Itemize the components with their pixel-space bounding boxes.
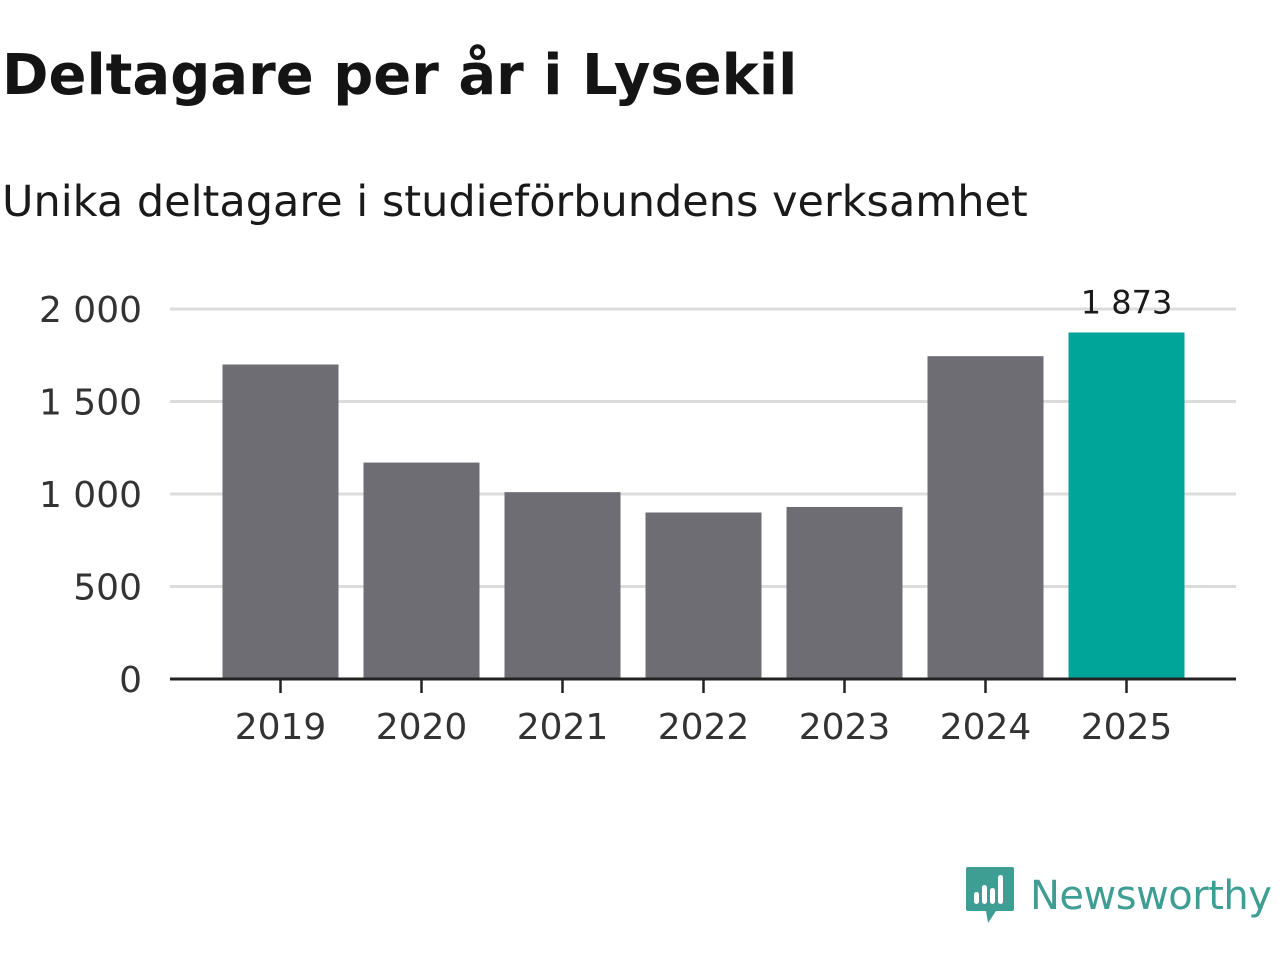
bar-2021 bbox=[504, 492, 621, 679]
x-tick-label: 2023 bbox=[799, 707, 891, 748]
bar-2025 bbox=[1068, 332, 1185, 679]
x-tick-label: 2025 bbox=[1081, 707, 1173, 748]
x-axis-ticks: 2019 2020 2021 2022 2023 2024 2025 bbox=[235, 679, 1173, 748]
bar-2020 bbox=[363, 462, 480, 679]
chart-title: Deltagare per år i Lysekil bbox=[2, 43, 798, 108]
y-axis-ticks: 0 500 1 000 1 500 2 000 bbox=[39, 290, 142, 701]
y-tick-label: 2 000 bbox=[39, 290, 142, 331]
y-tick-label: 1 000 bbox=[39, 475, 142, 516]
bar-2019 bbox=[222, 364, 339, 679]
value-label: 1 873 bbox=[1081, 283, 1173, 321]
bar-2024 bbox=[927, 356, 1044, 679]
x-tick-label: 2019 bbox=[235, 707, 327, 748]
newsworthy-logo: Newsworthy bbox=[964, 864, 1272, 928]
chart-subtitle: Unika deltagare i studieförbundens verks… bbox=[2, 177, 1028, 227]
bar-2022 bbox=[645, 512, 762, 679]
x-tick-label: 2024 bbox=[940, 707, 1032, 748]
y-tick-label: 1 500 bbox=[39, 383, 142, 424]
y-tick-label: 0 bbox=[119, 660, 142, 701]
value-labels: 1 873 bbox=[1081, 283, 1173, 321]
x-tick-label: 2022 bbox=[658, 707, 750, 748]
y-tick-label: 500 bbox=[73, 568, 142, 609]
x-tick-label: 2021 bbox=[517, 707, 609, 748]
brand-name: Newsworthy bbox=[1030, 873, 1272, 919]
bar-2023 bbox=[786, 506, 903, 679]
newsworthy-logo-icon bbox=[966, 867, 1014, 923]
x-tick-label: 2020 bbox=[376, 707, 468, 748]
bars bbox=[222, 332, 1185, 679]
